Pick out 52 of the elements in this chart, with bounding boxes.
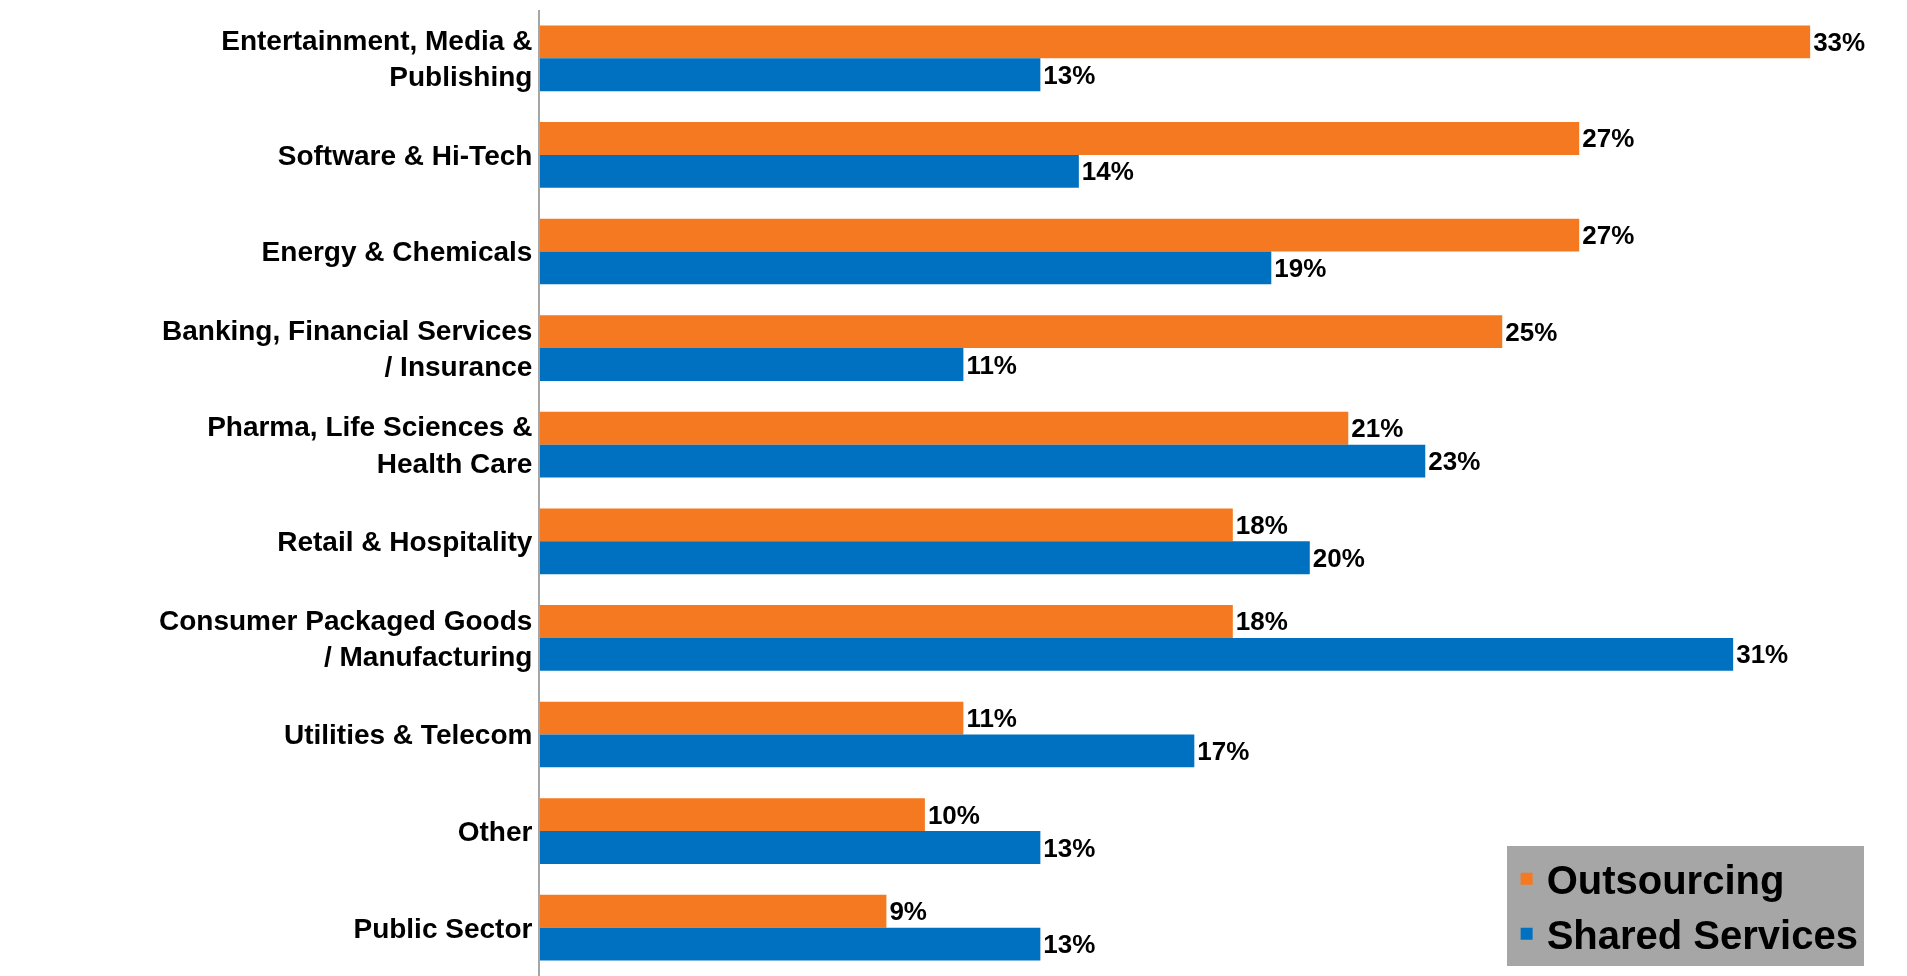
- bar: [540, 831, 1041, 864]
- data-label: 19%: [1274, 252, 1327, 283]
- y-tick-label: Other: [457, 815, 533, 847]
- y-tick-label: Consumer Packaged Goods / Manufacturing: [158, 604, 533, 672]
- bar: [540, 444, 1426, 478]
- data-label: 13%: [1043, 832, 1096, 863]
- bar: [540, 798, 925, 832]
- bar: [540, 154, 1079, 188]
- legend-label: Shared Services: [1546, 913, 1858, 958]
- bar: [540, 734, 1195, 768]
- data-label: 18%: [1235, 606, 1288, 637]
- data-label: 27%: [1582, 123, 1635, 154]
- bar: [540, 218, 1580, 252]
- data-label: 21%: [1351, 413, 1404, 444]
- data-label: 13%: [1043, 929, 1096, 960]
- bar: [540, 894, 887, 928]
- bar: [540, 605, 1233, 638]
- y-tick-label: Banking, Financial Services / Insurance: [162, 314, 533, 383]
- y-tick-label: Retail & Hospitality: [277, 526, 533, 558]
- y-tick-label: Pharma, Life Sciences & Health Care: [207, 411, 533, 479]
- y-tick-label: Energy & Chemicals: [261, 236, 533, 268]
- bar: [540, 251, 1272, 285]
- data-label: 14%: [1081, 156, 1134, 187]
- data-label: 33%: [1813, 26, 1866, 57]
- data-label: 10%: [927, 799, 980, 830]
- data-label: 9%: [889, 896, 927, 927]
- y-tick-label: Software & Hi-Tech: [277, 139, 533, 171]
- data-label: 23%: [1428, 446, 1481, 477]
- bar: [540, 541, 1310, 575]
- bar: [540, 348, 964, 381]
- bar: [540, 25, 1811, 59]
- bar: [540, 701, 964, 735]
- y-tick-label: Public Sector: [353, 912, 533, 944]
- bar: [540, 637, 1734, 671]
- data-label: 11%: [966, 703, 1017, 734]
- data-label: 17%: [1197, 735, 1250, 766]
- bar: [540, 315, 1503, 349]
- data-label: 27%: [1582, 220, 1635, 251]
- bar: [540, 58, 1041, 92]
- data-label: 18%: [1235, 509, 1288, 540]
- data-label: 13%: [1043, 59, 1096, 90]
- data-label: 31%: [1736, 639, 1789, 670]
- data-label: 11%: [966, 349, 1017, 380]
- bar: [540, 411, 1349, 445]
- legend-label: Outsourcing: [1546, 858, 1785, 903]
- bar: [540, 927, 1041, 961]
- y-tick-label: Utilities & Telecom: [283, 719, 533, 751]
- data-label: 20%: [1312, 542, 1365, 573]
- y-tick-label: Entertainment, Media & Publishing: [221, 24, 533, 93]
- data-label: 25%: [1505, 316, 1558, 347]
- bar: [540, 508, 1233, 542]
- bar: [540, 122, 1580, 155]
